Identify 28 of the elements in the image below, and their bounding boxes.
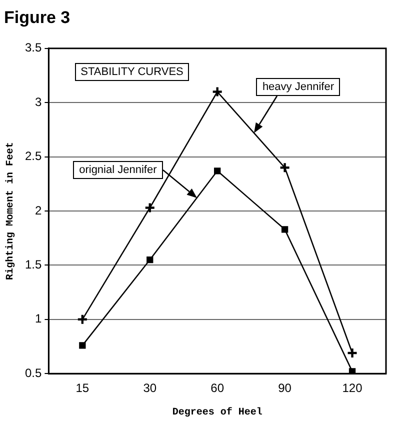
text: orignial Jennifer: [73, 160, 163, 179]
x-tick-label: 15: [76, 381, 90, 396]
point: [214, 168, 221, 174]
x-tick-label: 30: [143, 381, 157, 396]
point: [146, 256, 154, 264]
point: [348, 368, 356, 374]
x-tick-label: 120: [342, 381, 363, 396]
point: [76, 314, 88, 325]
point: [281, 226, 288, 233]
x-tick-label: 60: [210, 381, 224, 396]
point: [144, 202, 156, 214]
text: heavy Jennifer: [256, 78, 340, 96]
y-tick-label: 2: [34, 203, 42, 218]
y-tick-label: 1.5: [24, 258, 42, 272]
y-tick-label: 3: [34, 94, 42, 109]
annotation: STABILITY CURVES: [74, 63, 190, 82]
y-tick-label: 2.5: [24, 149, 42, 164]
point: [212, 86, 223, 98]
y-tick-label: 0.5: [24, 366, 42, 380]
y-axis-title: Righting Moment in Feet: [4, 142, 17, 280]
point: [279, 162, 290, 174]
point: [346, 347, 358, 359]
y-tick-label: 1: [34, 312, 42, 326]
x-tick-label: 90: [278, 381, 292, 396]
y-tick-label: 3.5: [24, 40, 42, 55]
point: [79, 342, 86, 349]
chart-title: Figure 3: [4, 8, 70, 27]
x-axis-title: Degrees of Heel: [172, 406, 262, 419]
